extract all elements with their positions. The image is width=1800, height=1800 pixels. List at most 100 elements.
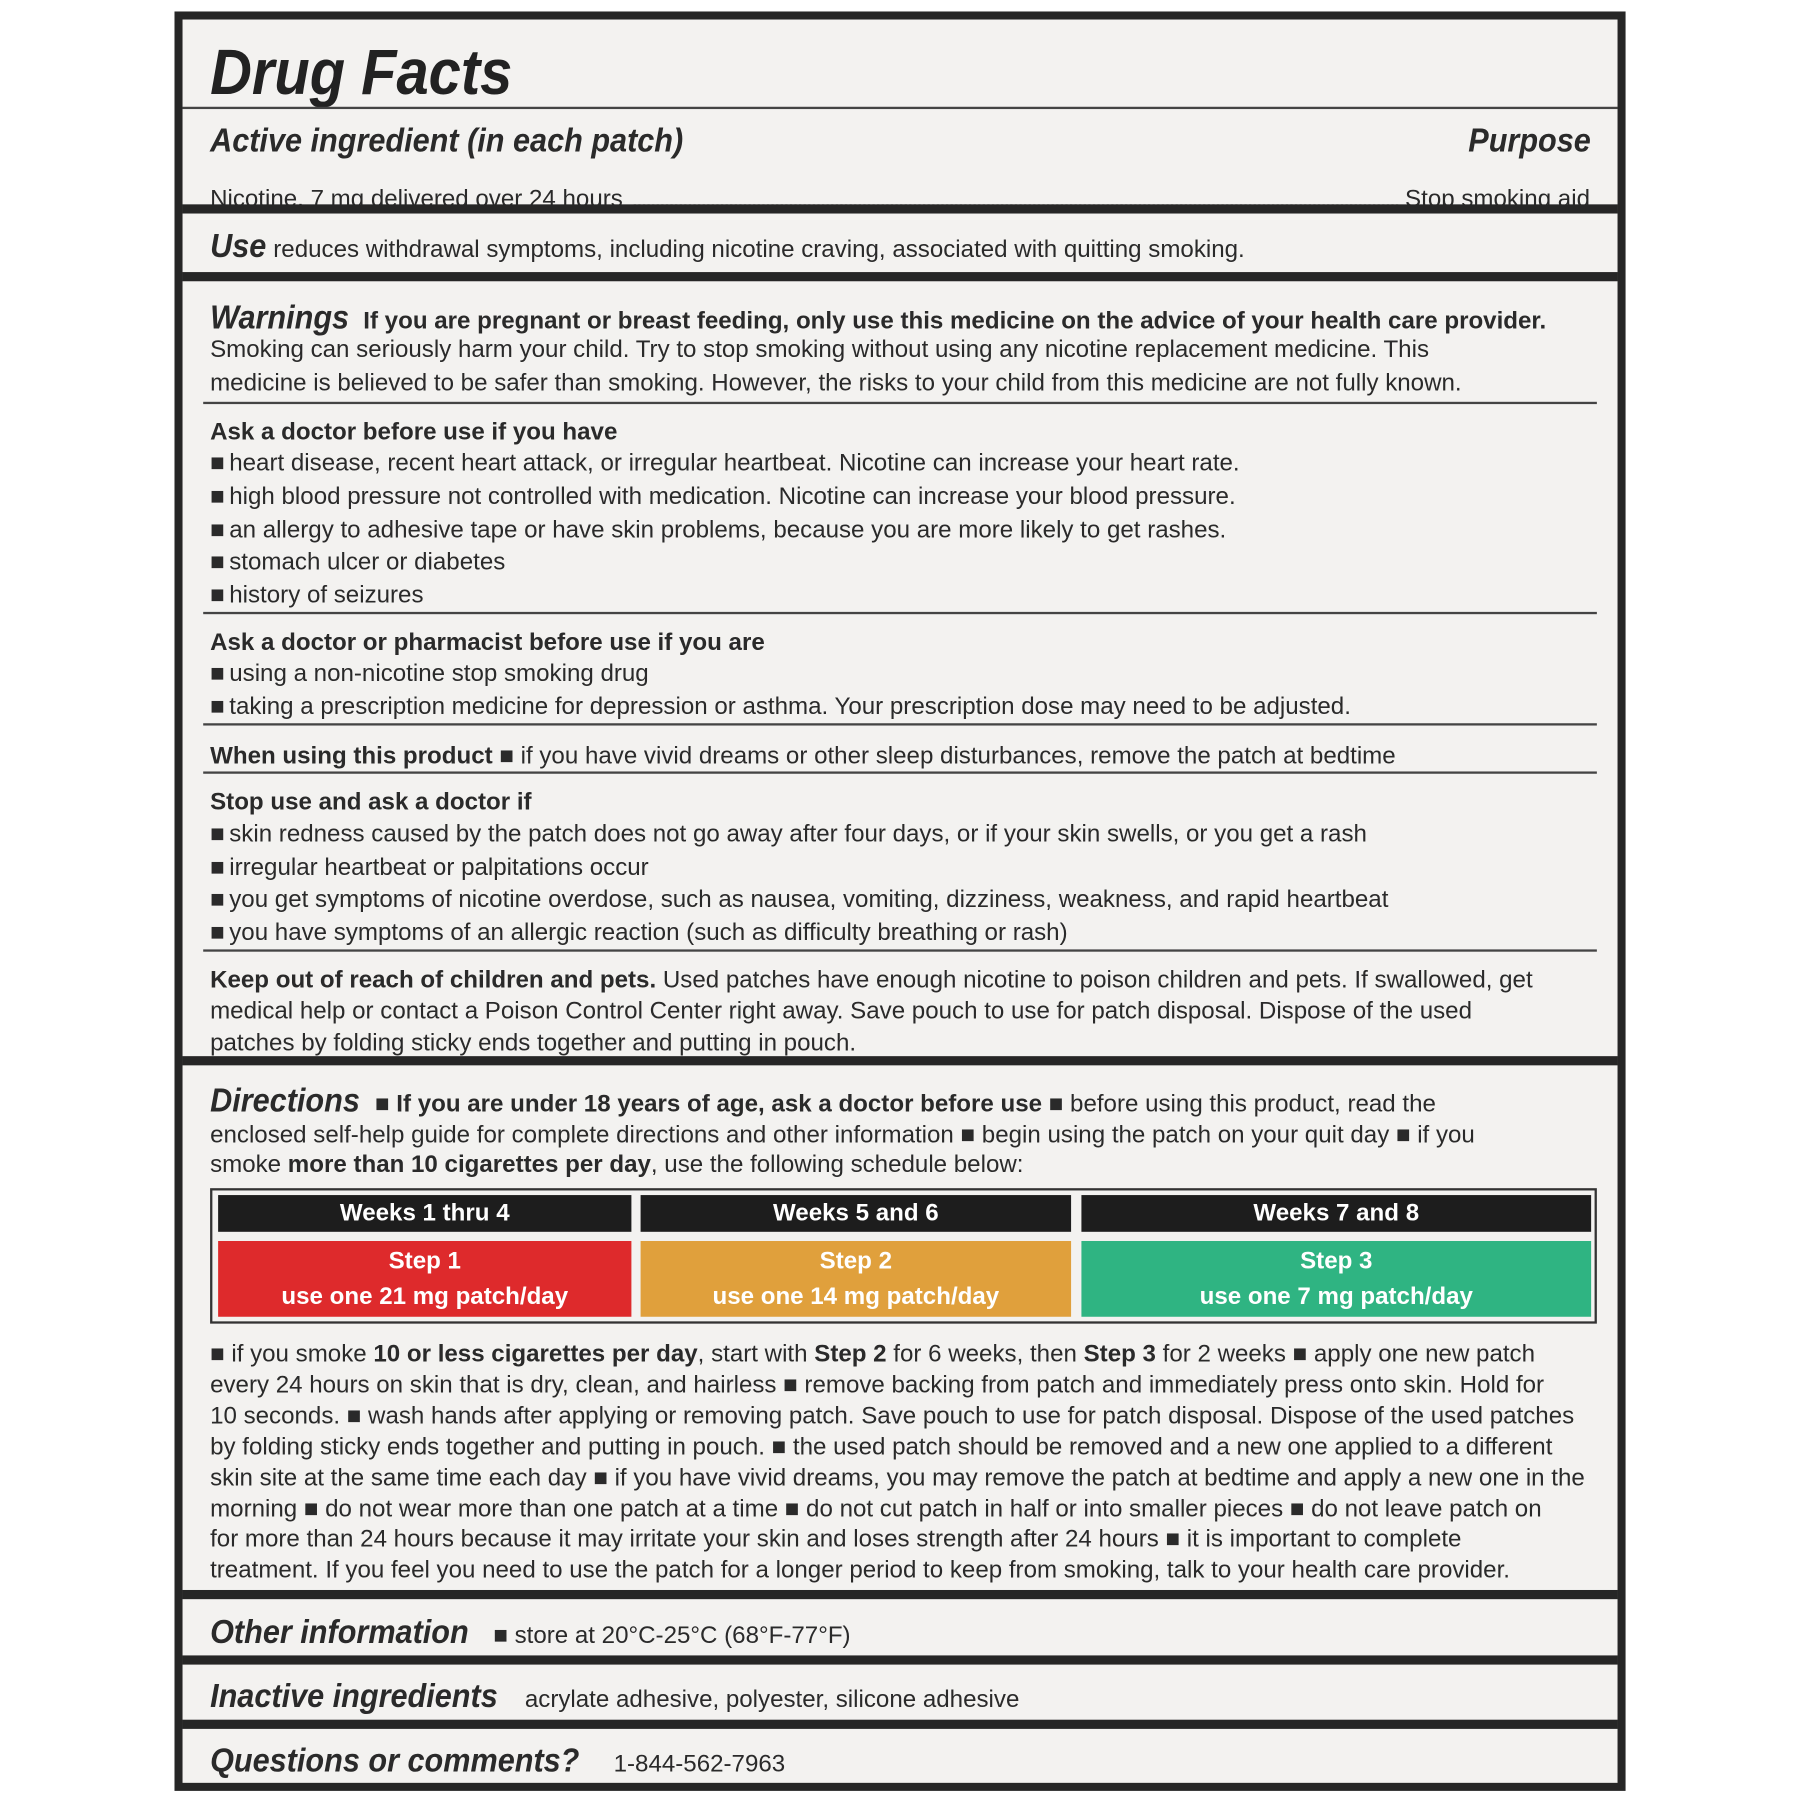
bullet-icon: ■ (210, 918, 225, 946)
text-run: , use the following schedule below: (650, 1151, 1024, 1178)
text-run: medical help or contact a Poison Control… (210, 997, 1473, 1025)
ask-pharmacist-heading: Ask a doctor or pharmacist before use if… (210, 629, 765, 656)
list-item: ■ high blood pressure not controlled with… (210, 483, 1236, 511)
inactive-ingredients: Inactive ingredients acrylate adhesive, … (210, 1678, 1020, 1716)
keep-out-text: medical help or contact a Poison Control… (210, 998, 1472, 1026)
warnings-heading: Warnings If you are pregnant or breast f… (210, 299, 1547, 337)
text-run: Used patches have enough nicotine to poi… (656, 966, 1533, 994)
directions-text: 10 seconds. ■ wash hands after applying … (210, 1403, 1574, 1431)
section-heading: Questions or comments? (210, 1742, 580, 1780)
text-run: enclosed self-help guide for complete di… (210, 1121, 1475, 1148)
list-item: ■ you have symptoms of an allergic reacti… (210, 919, 1068, 947)
bullet-icon: ■ (210, 549, 225, 576)
list-item: ■ heart disease, recent heart attack, or … (210, 450, 1240, 478)
warnings-text: medicine is believed to be safer than sm… (210, 369, 1462, 397)
list-item-text: high blood pressure not controlled with … (229, 483, 1236, 510)
directions-text: by folding sticky ends together and putt… (210, 1433, 1552, 1461)
list-item-text: irregular heartbeat or palpitations occu… (229, 853, 649, 880)
keep-out-text: Keep out of reach of children and pets. … (210, 967, 1533, 995)
list-item: ■ an allergy to adhesive tape or have ski… (210, 516, 1226, 544)
text-run: treatment. If you feel you need to use t… (210, 1557, 1510, 1584)
weeks-label: Weeks 5 and 6 (640, 1195, 1072, 1232)
divider (182, 106, 1618, 110)
bullet-icon: ■ (210, 582, 225, 609)
weeks-label: Weeks 7 and 8 (1081, 1195, 1592, 1232)
divider (182, 1655, 1618, 1665)
directions-text: enclosed self-help guide for complete di… (210, 1122, 1475, 1150)
schedule-column-2: Weeks 5 and 6 Step 2 use one 14 mg patch/… (640, 1195, 1072, 1317)
text-run: ■ before using this product, read the (1042, 1090, 1436, 1118)
schedule-column-1: Weeks 1 thru 4 Step 1 use one 21 mg patch… (218, 1195, 632, 1317)
bullet-icon: ■ (210, 516, 225, 543)
divider (203, 401, 1597, 405)
step-cell: Step 2 use one 14 mg patch/day (640, 1240, 1072, 1317)
bullet-icon: ■ (210, 820, 225, 848)
text-run: ■ store at 20°C-25°C (68°F-77°F) (486, 1622, 851, 1649)
active-ingredient-heading: Active ingredient (in each patch) (210, 122, 684, 160)
list-item: ■ skin redness caused by the patch does n… (210, 821, 1367, 849)
text-run: , start with (697, 1340, 815, 1368)
bullet-icon: ■ (210, 886, 225, 913)
divider (203, 611, 1597, 615)
directions-text: Directions ■ If you are under 18 years o… (210, 1082, 1436, 1120)
text-run: patches by folding sticky ends together … (210, 1029, 857, 1057)
list-item: ■ you get symptoms of nicotine overdose, … (210, 886, 1388, 914)
text-run: for 6 weeks, then (886, 1340, 1084, 1368)
text-run: smoke (210, 1151, 288, 1178)
directions-text: morning ■ do not wear more than one patc… (210, 1495, 1542, 1523)
text-run: skin site at the same time each day ■ if… (210, 1464, 1585, 1491)
text-run: When using this product (210, 742, 493, 770)
section-heading: Directions (210, 1082, 360, 1120)
text-run: Step 3 (1083, 1340, 1156, 1368)
divider (203, 949, 1597, 952)
text-run: by folding sticky ends together and putt… (210, 1433, 1553, 1460)
text-run: ■ if you have vivid dreams or other slee… (492, 742, 1396, 770)
page-title: Drug Facts (210, 35, 513, 108)
section-heading: Inactive ingredients (210, 1678, 498, 1716)
directions-text: for more than 24 hours because it may ir… (210, 1526, 1461, 1554)
text-run: acrylate adhesive, polyester, silicone a… (518, 1686, 1020, 1713)
list-item-text: skin redness caused by the patch does no… (229, 820, 1367, 848)
list-item: ■ using a non-nicotine stop smoking drug (210, 660, 649, 688)
directions-text: skin site at the same time each day ■ if… (210, 1464, 1585, 1492)
list-item-text: you get symptoms of nicotine overdose, s… (229, 886, 1389, 913)
list-item-text: history of seizures (229, 582, 424, 609)
list-item-text: using a non-nicotine stop smoking drug (229, 660, 649, 687)
directions-text: ■ if you smoke 10 or less cigarettes per… (210, 1341, 1535, 1369)
list-item: ■ stomach ulcer or diabetes (210, 549, 505, 577)
text-run: morning ■ do not wear more than one patc… (210, 1495, 1542, 1522)
text-run: Step 2 (814, 1340, 887, 1368)
purpose-heading: Purpose (1468, 122, 1591, 160)
other-information: Other information ■ store at 20°C-25°C (… (210, 1616, 851, 1649)
list-item-text: you have symptoms of an allergic reactio… (229, 918, 1068, 946)
bullet-icon: ■ (210, 660, 225, 687)
schedule-column-3: Weeks 7 and 8 Step 3 use one 7 mg patch/d… (1081, 1195, 1592, 1317)
drug-facts-panel: Drug Facts Active ingredient (in each pa… (174, 11, 1626, 1791)
list-item-text: an allergy to adhesive tape or have skin… (229, 516, 1227, 543)
divider (182, 1719, 1618, 1729)
directions-text: smoke more than 10 cigarettes per day, u… (210, 1151, 1023, 1179)
use-section: Use reduces withdrawal symptoms, includi… (210, 228, 1245, 266)
text-run: 10 seconds. ■ wash hands after applying … (210, 1402, 1575, 1430)
text-run: for 2 weeks ■ apply one new patch (1155, 1340, 1536, 1368)
divider (203, 771, 1597, 774)
stop-use-heading: Stop use and ask a doctor if (210, 788, 532, 816)
text-run: 10 or less cigarettes per day (373, 1340, 698, 1368)
divider (182, 272, 1618, 282)
keep-out-text: patches by folding sticky ends together … (210, 1030, 856, 1058)
list-item: ■ taking a prescription medicine for depr… (210, 693, 1351, 721)
questions-or-comments: Questions or comments? 1-844-562-7963 (210, 1742, 786, 1780)
dosing-schedule-table: Weeks 1 thru 4 Step 1 use one 21 mg patch… (210, 1188, 1597, 1324)
text-run: ■ If you are under 18 years of age, ask … (368, 1090, 1043, 1118)
bullet-icon: ■ (210, 693, 225, 720)
directions-text: every 24 hours on skin that is dry, clea… (210, 1372, 1544, 1400)
divider (182, 1056, 1618, 1066)
weeks-label: Weeks 1 thru 4 (218, 1195, 632, 1232)
step-cell: Step 1 use one 21 mg patch/day (218, 1240, 632, 1317)
text-run: every 24 hours on skin that is dry, clea… (210, 1371, 1545, 1399)
text-run: If you are pregnant or breast feeding, o… (356, 307, 1547, 335)
when-using-section: When using this product ■ if you have vi… (210, 743, 1396, 771)
section-heading: Warnings (210, 299, 350, 337)
text-run: Keep out of reach of children and pets. (210, 966, 657, 994)
text-run: 1-844-562-7963 (606, 1750, 786, 1778)
